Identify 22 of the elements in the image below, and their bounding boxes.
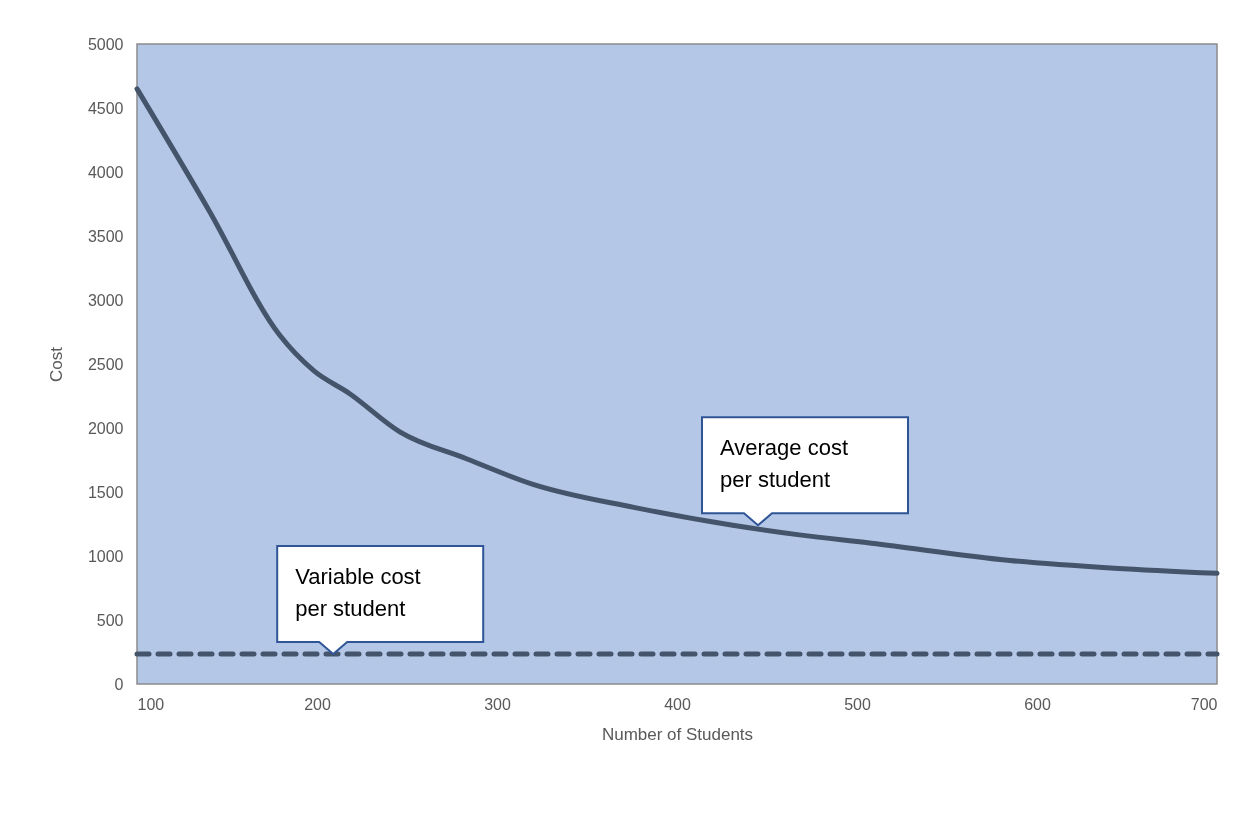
x-axis-title: Number of Students bbox=[601, 724, 754, 744]
y-tick-label: 4500 bbox=[87, 99, 124, 117]
y-tick-label: 3000 bbox=[87, 291, 124, 309]
y-tick-label: 0 bbox=[114, 675, 124, 693]
x-tick-label: 500 bbox=[844, 695, 871, 713]
y-tick-label: 4000 bbox=[87, 163, 124, 181]
x-tick-label: 200 bbox=[304, 695, 331, 713]
y-tick-label: 2500 bbox=[87, 355, 124, 373]
y-tick-label: 1000 bbox=[87, 547, 124, 565]
y-tick-label: 3500 bbox=[87, 227, 124, 245]
annotation: Variable cost per student bbox=[295, 563, 421, 621]
y-tick-label: 500 bbox=[96, 611, 124, 629]
y-tick-label: 5000 bbox=[87, 35, 124, 53]
y-tick-label: 2000 bbox=[87, 419, 124, 437]
x-tick-label: 100 bbox=[137, 695, 165, 713]
y-tick-label: 1500 bbox=[87, 483, 124, 501]
y-axis-title: Cost bbox=[46, 346, 66, 382]
annotation: Average cost per student bbox=[720, 435, 849, 493]
x-tick-label: 600 bbox=[1024, 695, 1051, 713]
x-tick-label: 400 bbox=[664, 695, 691, 713]
x-tick-label: 300 bbox=[484, 695, 511, 713]
x-tick-label: 700 bbox=[1190, 695, 1218, 713]
